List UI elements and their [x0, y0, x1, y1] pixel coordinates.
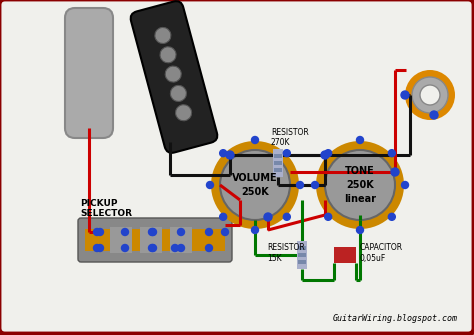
Circle shape: [177, 245, 184, 252]
Circle shape: [170, 85, 186, 102]
Bar: [110, 227, 132, 253]
Circle shape: [420, 85, 440, 105]
Text: CAPACITOR
0,05uF: CAPACITOR 0,05uF: [360, 243, 403, 263]
Bar: [140, 227, 162, 253]
Circle shape: [93, 245, 100, 252]
Text: VOLUME
250K: VOLUME 250K: [232, 173, 278, 197]
Circle shape: [207, 182, 213, 189]
Circle shape: [148, 245, 155, 252]
Circle shape: [325, 213, 332, 220]
Circle shape: [206, 228, 212, 236]
Circle shape: [401, 182, 409, 189]
Circle shape: [283, 150, 290, 157]
Bar: [334, 247, 356, 263]
Bar: [274, 161, 282, 165]
Circle shape: [325, 150, 395, 220]
Circle shape: [401, 91, 409, 99]
Circle shape: [172, 245, 179, 252]
Circle shape: [388, 213, 395, 220]
Bar: [85, 229, 225, 251]
Circle shape: [430, 111, 438, 119]
Bar: [298, 260, 306, 264]
Circle shape: [252, 226, 258, 233]
Circle shape: [325, 150, 332, 157]
Circle shape: [219, 150, 227, 157]
Circle shape: [220, 150, 290, 220]
FancyBboxPatch shape: [78, 218, 232, 262]
Text: TONE
250K
linear: TONE 250K linear: [344, 166, 376, 204]
Circle shape: [175, 105, 191, 121]
Circle shape: [356, 136, 364, 143]
Circle shape: [226, 151, 234, 159]
Circle shape: [97, 228, 103, 236]
Text: GuitarWiring.blogspot.com: GuitarWiring.blogspot.com: [333, 314, 458, 323]
Circle shape: [121, 228, 128, 236]
Circle shape: [316, 141, 404, 229]
Circle shape: [321, 151, 329, 159]
Circle shape: [177, 228, 184, 236]
Circle shape: [121, 245, 128, 252]
Circle shape: [149, 245, 156, 252]
Bar: [274, 154, 282, 158]
Circle shape: [311, 182, 319, 189]
Bar: [170, 227, 192, 253]
Circle shape: [93, 228, 100, 236]
Circle shape: [165, 66, 181, 82]
Circle shape: [221, 228, 228, 236]
Circle shape: [405, 70, 455, 120]
Circle shape: [155, 27, 171, 44]
Circle shape: [149, 228, 156, 236]
Text: RESISTOR
270K: RESISTOR 270K: [271, 128, 309, 147]
Text: RESISTOR
15K: RESISTOR 15K: [267, 243, 305, 263]
Bar: [273, 149, 283, 177]
Circle shape: [219, 213, 227, 220]
Circle shape: [356, 226, 364, 233]
Circle shape: [148, 228, 155, 236]
Circle shape: [283, 213, 290, 220]
Circle shape: [97, 245, 103, 252]
Bar: [274, 168, 282, 172]
FancyBboxPatch shape: [65, 8, 113, 138]
Bar: [298, 253, 306, 257]
FancyBboxPatch shape: [131, 1, 218, 153]
Bar: [297, 241, 307, 269]
Bar: [298, 246, 306, 250]
Text: PICKUP
SELECTOR: PICKUP SELECTOR: [80, 199, 132, 218]
Circle shape: [264, 213, 272, 221]
Circle shape: [412, 77, 448, 113]
Circle shape: [252, 136, 258, 143]
Circle shape: [160, 47, 176, 63]
Circle shape: [391, 168, 399, 176]
Circle shape: [297, 182, 303, 189]
Circle shape: [388, 150, 395, 157]
Circle shape: [206, 245, 212, 252]
Circle shape: [211, 141, 299, 229]
